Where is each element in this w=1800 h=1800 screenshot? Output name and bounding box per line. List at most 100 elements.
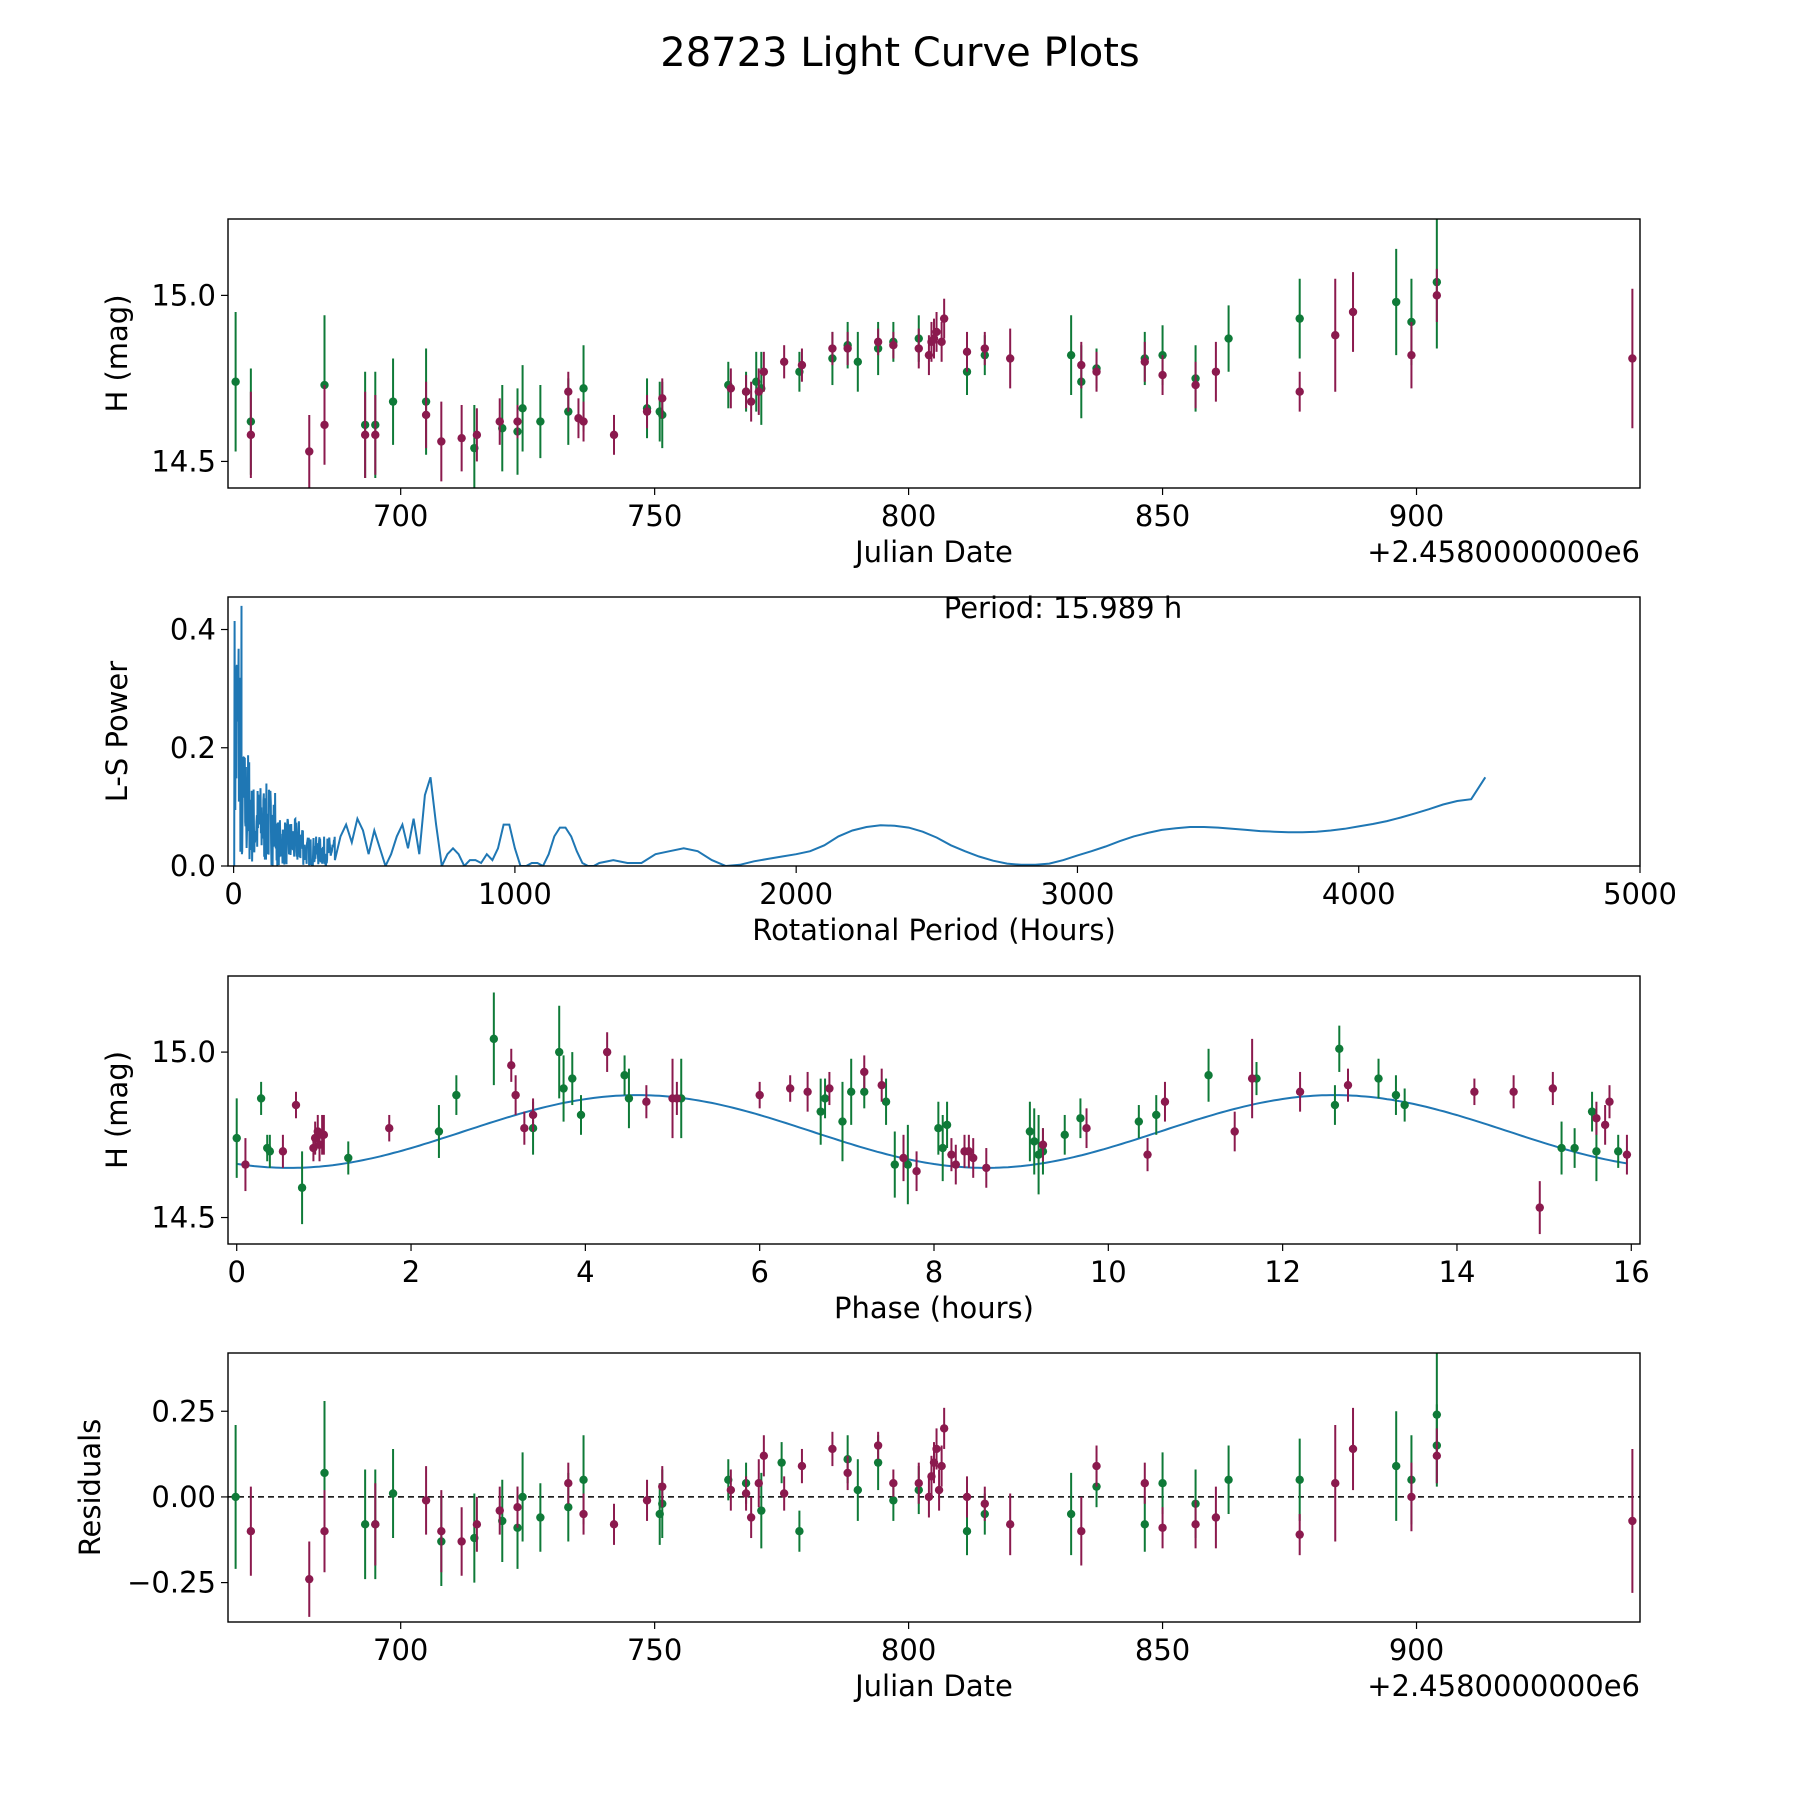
x-tick-label: 900 — [1389, 1633, 1444, 1667]
data-point — [305, 447, 314, 456]
data-point — [1628, 1516, 1637, 1526]
data-point — [746, 397, 756, 406]
data-point — [803, 1087, 812, 1097]
data-point — [564, 387, 573, 396]
data-point — [741, 387, 751, 396]
data-point — [754, 1479, 763, 1488]
data-point — [1509, 1087, 1518, 1097]
data-point — [962, 1526, 972, 1536]
y-tick-label: 0.25 — [151, 1394, 216, 1428]
data-point — [495, 417, 504, 426]
data-point — [385, 1123, 394, 1133]
data-point — [388, 1489, 398, 1498]
data-point — [1224, 1475, 1233, 1484]
data-point — [726, 1485, 736, 1495]
data-point — [1030, 1137, 1039, 1146]
x-tick-label: 12 — [1264, 1255, 1301, 1289]
x-tick-label: 8 — [925, 1255, 943, 1289]
data-point — [579, 1509, 588, 1519]
filter-green-series — [231, 1353, 1442, 1587]
data-point — [579, 384, 588, 393]
y-tick-label: 15.0 — [151, 1035, 216, 1069]
x-tick-label: 850 — [1135, 1633, 1190, 1667]
data-point — [914, 344, 923, 353]
data-point — [942, 1120, 952, 1130]
data-point — [437, 437, 446, 446]
data-point — [1140, 1479, 1149, 1488]
data-point — [371, 1520, 380, 1529]
y-tick-label: 0.0 — [170, 849, 216, 883]
data-point — [256, 1094, 266, 1103]
x-offset-label: +2.4580000000e6 — [1367, 1669, 1640, 1703]
data-point — [472, 1520, 482, 1529]
data-point — [609, 430, 619, 440]
x-axis-label: Rotational Period (Hours) — [752, 913, 1116, 947]
data-point — [797, 1461, 807, 1471]
data-point — [843, 1468, 852, 1478]
data-point — [265, 1147, 275, 1156]
data-point — [457, 433, 466, 443]
data-point — [816, 1107, 825, 1116]
data-point — [947, 1150, 956, 1159]
data-point — [1211, 367, 1221, 376]
data-point — [297, 1183, 307, 1192]
x-tick-label: 14 — [1439, 1255, 1476, 1289]
data-point — [1374, 1074, 1383, 1083]
data-point — [624, 1094, 634, 1103]
data-point — [877, 1080, 886, 1090]
data-point — [1230, 1127, 1239, 1136]
data-point — [518, 404, 527, 413]
data-point — [1092, 1461, 1101, 1471]
data-point — [231, 377, 240, 386]
y-tick-label: 14.5 — [151, 1201, 216, 1235]
data-point — [513, 417, 522, 426]
data-point — [889, 1479, 898, 1488]
x-tick-label: 0 — [224, 877, 242, 911]
data-point — [779, 1489, 789, 1498]
x-tick-label: 2 — [402, 1255, 420, 1289]
data-point — [1191, 1520, 1200, 1529]
y-axis-label: L-S Power — [100, 661, 134, 802]
data-point — [360, 1520, 370, 1529]
data-point — [846, 1087, 856, 1097]
phased-curve-plot-area — [232, 992, 1632, 1235]
data-point — [838, 1117, 847, 1126]
data-point — [741, 1489, 751, 1498]
x-axis-label: Julian Date — [853, 535, 1013, 569]
data-point — [642, 1496, 652, 1505]
data-point — [658, 394, 667, 403]
data-point — [1470, 1087, 1479, 1097]
filter-green-series — [232, 992, 1623, 1225]
data-point — [853, 357, 863, 367]
residuals-panel: 700 750 800 850 900 −0.25 0.00 0.25 Julian Date R… — [73, 1352, 1641, 1703]
light-curve-plot-area — [231, 219, 1637, 488]
data-point — [1076, 1114, 1085, 1123]
y-tick-label: 0.4 — [170, 613, 216, 647]
data-point — [828, 1444, 837, 1454]
data-point — [1628, 354, 1637, 363]
data-point — [1140, 1520, 1149, 1529]
data-point — [1570, 1143, 1579, 1153]
data-point — [231, 1492, 240, 1502]
data-point — [797, 360, 807, 370]
x-tick-label: 700 — [373, 1633, 428, 1667]
data-point — [1077, 360, 1086, 370]
y-tick-label: 0.2 — [170, 731, 216, 765]
data-point — [1066, 1509, 1076, 1519]
data-point — [873, 337, 883, 347]
data-point — [754, 387, 763, 396]
data-point — [344, 1153, 353, 1163]
data-point — [980, 344, 989, 353]
data-point — [1134, 1117, 1144, 1126]
data-point — [576, 1110, 586, 1120]
data-point — [579, 417, 588, 426]
data-point — [843, 344, 852, 353]
periodogram-panel: 0 1000 2000 3000 4000 5000 0.0 0.2 0.4 Rotational… — [100, 591, 1677, 947]
data-point — [964, 1147, 974, 1156]
x-axis-label: Phase (hours) — [834, 1291, 1034, 1325]
data-point — [828, 344, 837, 353]
data-point — [755, 1090, 764, 1100]
data-point — [1407, 350, 1416, 360]
data-point — [1295, 1475, 1304, 1484]
